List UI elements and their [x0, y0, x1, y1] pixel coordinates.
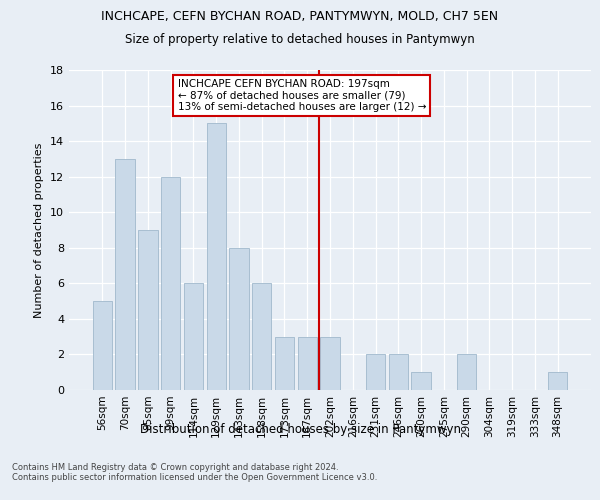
Text: INCHCAPE, CEFN BYCHAN ROAD, PANTYMWYN, MOLD, CH7 5EN: INCHCAPE, CEFN BYCHAN ROAD, PANTYMWYN, M…: [101, 10, 499, 23]
Text: Size of property relative to detached houses in Pantymwyn: Size of property relative to detached ho…: [125, 32, 475, 46]
Bar: [366, 354, 385, 390]
Y-axis label: Number of detached properties: Number of detached properties: [34, 142, 44, 318]
Bar: [457, 354, 476, 390]
Bar: [298, 336, 317, 390]
Text: Distribution of detached houses by size in Pantymwyn: Distribution of detached houses by size …: [139, 422, 461, 436]
Text: INCHCAPE CEFN BYCHAN ROAD: 197sqm
← 87% of detached houses are smaller (79)
13% : INCHCAPE CEFN BYCHAN ROAD: 197sqm ← 87% …: [178, 79, 426, 112]
Bar: [206, 124, 226, 390]
Bar: [161, 176, 181, 390]
Bar: [275, 336, 294, 390]
Bar: [320, 336, 340, 390]
Bar: [252, 284, 271, 390]
Bar: [93, 301, 112, 390]
Bar: [412, 372, 431, 390]
Bar: [184, 284, 203, 390]
Bar: [138, 230, 158, 390]
Bar: [229, 248, 248, 390]
Bar: [548, 372, 567, 390]
Bar: [115, 159, 135, 390]
Bar: [389, 354, 408, 390]
Text: Contains HM Land Registry data © Crown copyright and database right 2024.
Contai: Contains HM Land Registry data © Crown c…: [12, 462, 377, 482]
